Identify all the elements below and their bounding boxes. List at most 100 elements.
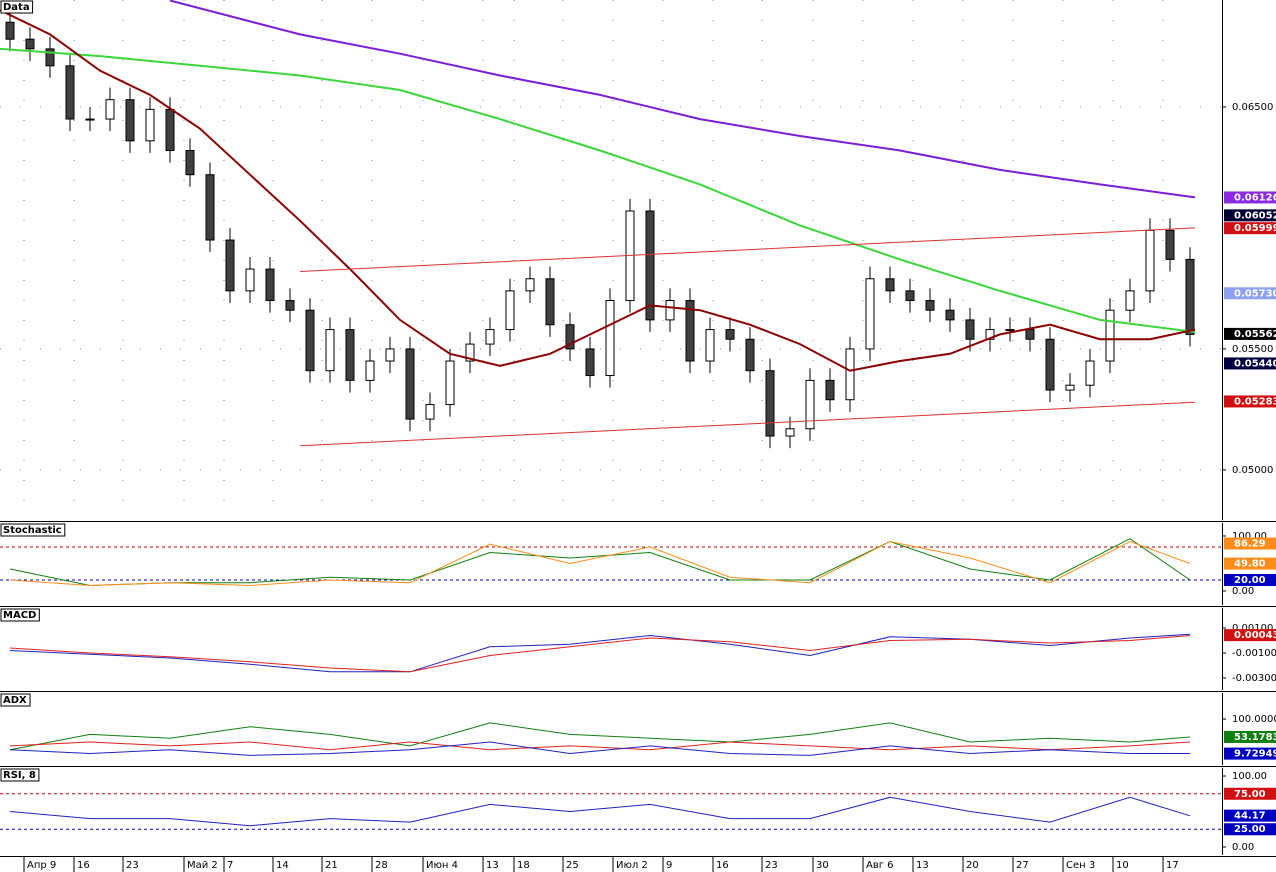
price-tag-label: 75.00	[1234, 789, 1266, 800]
indicator-line	[9, 540, 1191, 587]
y-tick-label: 0.00100	[1232, 623, 1273, 634]
candle-body	[905, 290, 915, 302]
candle-body	[65, 65, 75, 120]
price-tag	[1224, 191, 1276, 204]
price-tag	[1224, 823, 1276, 836]
candle-body	[205, 174, 215, 241]
indicator-line	[9, 796, 1191, 827]
candle-body	[125, 99, 135, 142]
x-tick-label: 17	[1166, 860, 1179, 871]
x-tick-label: 23	[126, 860, 139, 871]
panel-title: Stochastic	[3, 525, 62, 536]
candle-body	[1005, 329, 1015, 332]
candle-body	[645, 210, 655, 321]
candle-body	[45, 48, 55, 67]
panel-title: MACD	[3, 610, 36, 621]
candle-body	[865, 278, 875, 350]
x-tick-label: Авг 6	[866, 860, 894, 871]
candle-body	[1085, 360, 1095, 386]
price-tag-label: 0.05283	[1234, 396, 1276, 407]
candle-body	[965, 319, 975, 340]
candle-body	[305, 309, 315, 372]
candle-body	[345, 329, 355, 381]
candle-body	[1145, 229, 1155, 292]
y-tick-label: 100.00	[1232, 771, 1267, 782]
candle-body	[1025, 329, 1035, 340]
candle-body	[25, 38, 35, 50]
y-tick-label: 0.05500	[1232, 344, 1273, 355]
price-tag-label: 86.29	[1234, 539, 1266, 550]
price-tag-label: 0.05562	[1234, 329, 1276, 340]
candle-body	[385, 348, 395, 362]
panel-title: Data	[3, 2, 30, 13]
candle-body	[5, 21, 15, 40]
indicator-line	[9, 633, 1191, 673]
indicator-line	[9, 722, 1191, 751]
indicator-line	[9, 741, 1190, 756]
x-tick-label: 20	[966, 860, 979, 871]
candle-body	[185, 150, 195, 176]
x-tick-label: 23	[765, 860, 778, 871]
indicator-line	[9, 741, 1191, 751]
y-tick-label: 0.00	[1232, 586, 1254, 597]
candle-body	[505, 290, 515, 331]
indicator-line	[9, 635, 1191, 673]
price-tag	[1224, 209, 1276, 222]
candle-body	[545, 278, 555, 326]
x-tick-label: Июл 2	[616, 860, 648, 871]
x-tick-label: 18	[517, 860, 530, 871]
indicator-line	[0, 9, 1196, 372]
price-tag-label: 0.05730	[1234, 288, 1276, 299]
candle-body	[105, 99, 115, 120]
price-tag	[1224, 573, 1276, 586]
x-tick-label: 28	[375, 860, 388, 871]
x-tick-label: 30	[816, 860, 829, 871]
candle-body	[765, 370, 775, 437]
x-tick-label: Апр 9	[27, 860, 56, 871]
candle-body	[725, 329, 735, 340]
candle-body	[1185, 258, 1195, 335]
candle-body	[425, 404, 435, 420]
candle-body	[805, 379, 815, 430]
candle-body	[1105, 309, 1115, 362]
y-tick-label: 100.00	[1232, 531, 1267, 542]
indicator-line	[0, 47, 1196, 333]
candle-body	[485, 329, 495, 345]
panel-title-bg	[0, 693, 31, 707]
candle-body	[245, 268, 255, 292]
price-tag	[1224, 327, 1276, 340]
candle-body	[585, 348, 595, 377]
price-tag	[1224, 395, 1276, 408]
x-tick-label: 10	[1116, 860, 1129, 871]
candle-body	[1165, 229, 1175, 260]
price-tag-label: 0.06052	[1234, 210, 1276, 221]
price-tag	[1224, 537, 1276, 550]
price-tag-label: 0.00043	[1234, 630, 1276, 641]
price-tag	[1224, 287, 1276, 300]
x-tick-label: 13	[486, 860, 499, 871]
candle-body	[85, 118, 95, 121]
price-tag-label: 20.00	[1234, 575, 1266, 586]
y-tick-label: 0.00	[1232, 842, 1254, 853]
price-tag-label: 25.00	[1234, 824, 1266, 835]
indicator-line	[299, 401, 1196, 447]
candle-body	[705, 329, 715, 362]
x-tick-label: 27	[1016, 860, 1029, 871]
x-tick-label: 21	[325, 860, 338, 871]
candle-body	[225, 239, 235, 292]
price-tag	[1224, 809, 1276, 822]
candle-body	[845, 348, 855, 401]
x-tick-label: 9	[666, 860, 672, 871]
x-tick-label: 25	[566, 860, 579, 871]
price-tag-label: 0.06126	[1234, 192, 1276, 203]
price-tag	[1224, 629, 1276, 642]
x-tick-label: 14	[276, 860, 289, 871]
candle-body	[325, 329, 335, 372]
candle-body	[1065, 384, 1075, 391]
candle-body	[145, 108, 155, 142]
y-tick-label: -0.00100	[1232, 648, 1276, 659]
candle-body	[285, 300, 295, 311]
price-tag	[1224, 747, 1276, 760]
candle-body	[565, 324, 575, 350]
